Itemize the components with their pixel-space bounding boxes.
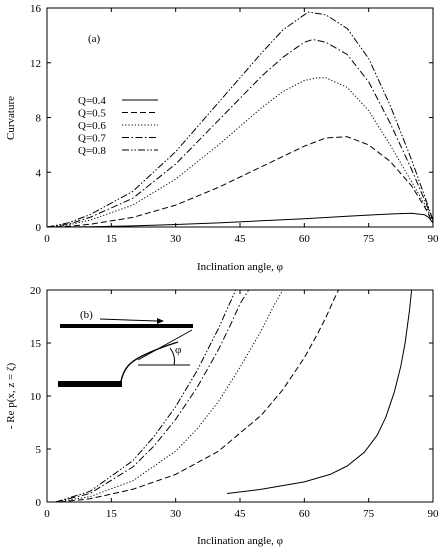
- panel-b-ylabel: - Re p(x, z = ζ): [5, 362, 17, 429]
- panel-a-series-q-0-4: [46, 212, 434, 228]
- panel-b-ytick-label: 15: [30, 338, 42, 350]
- panel-a-ytick-label: 8: [36, 113, 42, 125]
- panel-a-xtick-label: 60: [299, 233, 311, 245]
- panel-b-xlabel: Inclination angle, φ: [197, 535, 283, 547]
- panel-b-frame: [46, 289, 434, 503]
- panel-a-series-q-0-5: [46, 136, 434, 228]
- inset-flow-arrow: [99, 318, 158, 322]
- legend-item-label: Q=0.5: [78, 108, 106, 120]
- panel-b-ytick-label: 5: [36, 444, 42, 456]
- legend-item-label: Q=0.7: [78, 133, 106, 145]
- inset-bottom-plate: [58, 381, 122, 387]
- panel-a-series-q-0-7: [46, 39, 434, 228]
- inset-tangent-line: [137, 329, 193, 361]
- panel-a-xtick-label: 90: [428, 233, 440, 245]
- inset-angle-arc: [169, 347, 175, 366]
- panel-a-ticks: 0 15 30 45 60 75 90 0 4 8 12 16: [30, 3, 439, 245]
- panel-a-xtick-label: 15: [106, 233, 118, 245]
- inset-top-plate: [60, 324, 193, 328]
- panel-a-series: [46, 11, 434, 228]
- panel-b-xtick-label: 30: [170, 508, 182, 520]
- panel-a-xtick-label: 45: [235, 233, 247, 245]
- legend-item-label: Q=0.8: [78, 145, 106, 157]
- panel-b-xtick-label: 60: [299, 508, 311, 520]
- legend-item-label: Q=0.4: [78, 95, 106, 107]
- panel-a-ytick-label: 12: [30, 58, 41, 70]
- panel-b-xtick-label: 75: [363, 508, 375, 520]
- panel-a-ytick-label: 4: [36, 167, 42, 179]
- panel-a-label: (a): [88, 33, 101, 45]
- panel-b-xtick-label: 15: [106, 508, 118, 520]
- panel-b-series-q-0-6: [55, 289, 284, 503]
- inset-phi-label: φ: [175, 344, 181, 356]
- panel-b: 0 15 30 45 60 75 90 0 5 10 15 20 (b) φ Inclination …: [5, 285, 439, 547]
- panel-a-ytick-label: 0: [36, 222, 42, 234]
- panel-b-xtick-label: 0: [44, 508, 50, 520]
- panel-a-series-q-0-8: [46, 11, 434, 228]
- inset-meniscus: [120, 341, 179, 382]
- panel-b-ytick-label: 20: [30, 285, 42, 297]
- panel-b-series-q-0-5: [59, 289, 340, 503]
- panel-b-series-q-0-7: [55, 289, 250, 503]
- panel-a-ytick-label: 16: [30, 3, 42, 15]
- panel-a-xlabel: Inclination angle, φ: [197, 261, 283, 273]
- panel-b-xtick-label: 45: [235, 508, 247, 520]
- panel-a-legend: Q=0.4Q=0.5Q=0.6Q=0.7Q=0.8: [78, 95, 158, 157]
- panel-b-series-q-0-8: [55, 289, 237, 503]
- panel-b-xtick-label: 90: [428, 508, 440, 520]
- panel-a-xtick-label: 30: [170, 233, 182, 245]
- panel-a-xtick-label: 75: [363, 233, 375, 245]
- panel-a-series-q-0-6: [46, 77, 434, 228]
- inset-arrowhead: [157, 318, 164, 324]
- panel-b-ytick-label: 10: [30, 391, 42, 403]
- panel-b-label: (b): [80, 309, 93, 321]
- inset-schematic: φ: [58, 318, 193, 387]
- panel-b-series: [55, 289, 413, 503]
- panel-b-ticks: 0 15 30 45 60 75 90 0 5 10 15 20: [30, 285, 439, 520]
- panel-b-series-q-0-4: [227, 289, 413, 494]
- panel-a-xtick-label: 0: [44, 233, 50, 245]
- panel-a-ylabel: Curvature: [5, 96, 17, 140]
- panel-b-ytick-label: 0: [36, 497, 42, 509]
- legend-item-label: Q=0.6: [78, 120, 106, 132]
